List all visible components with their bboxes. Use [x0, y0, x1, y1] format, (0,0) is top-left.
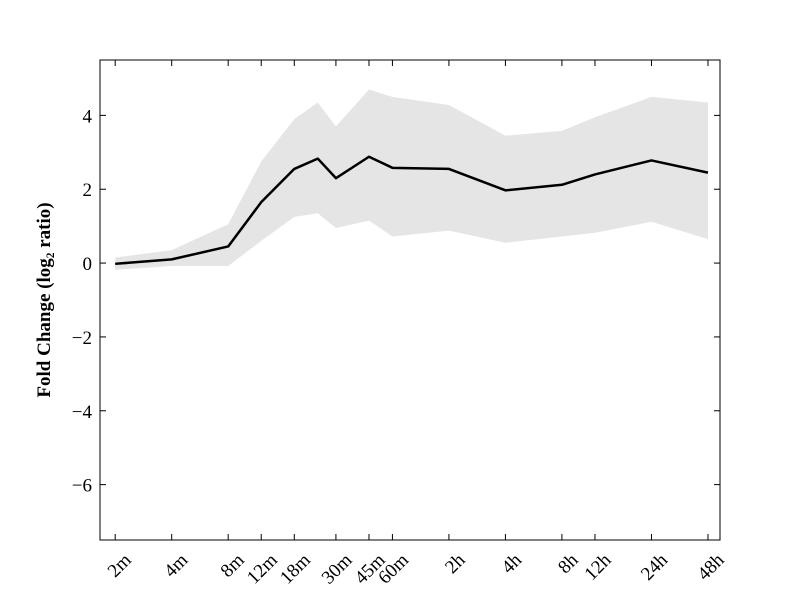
- data-line: [115, 155, 709, 266]
- plot-frame: [99, 59, 721, 541]
- y-tick-label: 2: [83, 180, 93, 201]
- y-tick-label: 4: [83, 106, 93, 127]
- y-tick-label: −4: [72, 402, 93, 423]
- y-tick-label: 0: [83, 254, 93, 275]
- range-band: [115, 89, 708, 270]
- y-tick-label: −6: [72, 476, 92, 497]
- y-tick-label: −2: [72, 328, 92, 349]
- y-axis-label: Fold Change (log₂ ratio): [34, 202, 55, 397]
